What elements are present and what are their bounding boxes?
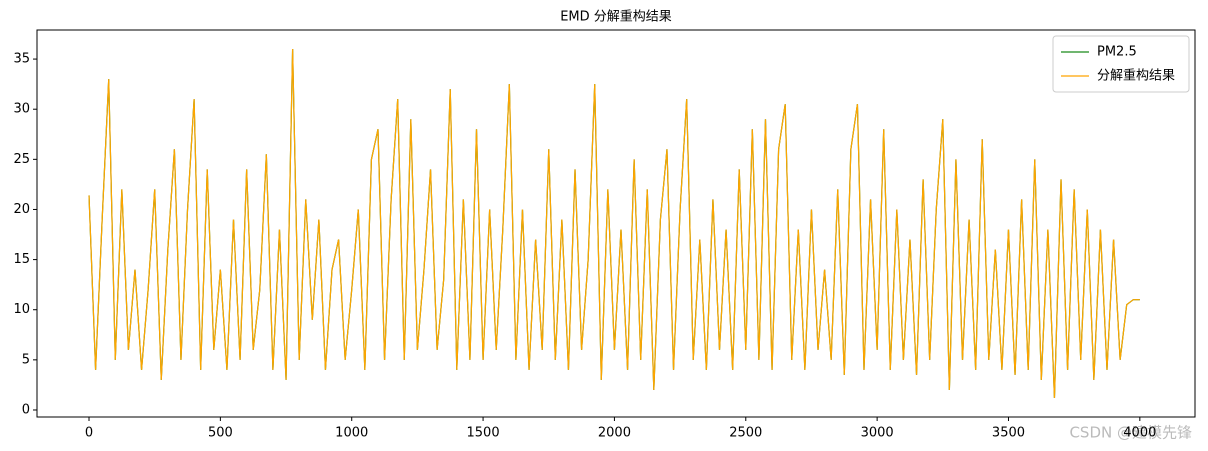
series-line (88, 49, 1140, 398)
x-tick-label: 2500 (729, 426, 762, 441)
x-tick-label: 1000 (335, 426, 368, 441)
plot-frame (36, 29, 1196, 418)
y-tick-label: 10 (13, 302, 30, 317)
x-tick-label: 3500 (992, 426, 1025, 441)
y-tick-label: 25 (13, 152, 30, 167)
x-tick-label: 0 (85, 426, 93, 441)
x-tick-label: 4000 (1123, 426, 1156, 441)
legend-label: PM2.5 (1097, 45, 1137, 60)
x-tick-label: 1500 (467, 426, 500, 441)
legend-box (1052, 35, 1190, 93)
chart-title: EMD 分解重构结果 (560, 9, 672, 25)
x-tick-label: 500 (208, 426, 233, 441)
y-tick-label: 20 (13, 202, 30, 217)
y-tick-label: 35 (13, 52, 30, 67)
watermark: CSDN @建模先锋 (1069, 424, 1192, 442)
x-tick-label: 2000 (598, 426, 631, 441)
y-tick-label: 5 (22, 352, 30, 367)
x-tick-label: 3000 (861, 426, 894, 441)
y-tick-label: 0 (22, 402, 30, 417)
legend-label: 分解重构结果 (1097, 68, 1175, 84)
y-tick-label: 15 (13, 252, 30, 267)
y-tick-label: 30 (13, 102, 30, 117)
